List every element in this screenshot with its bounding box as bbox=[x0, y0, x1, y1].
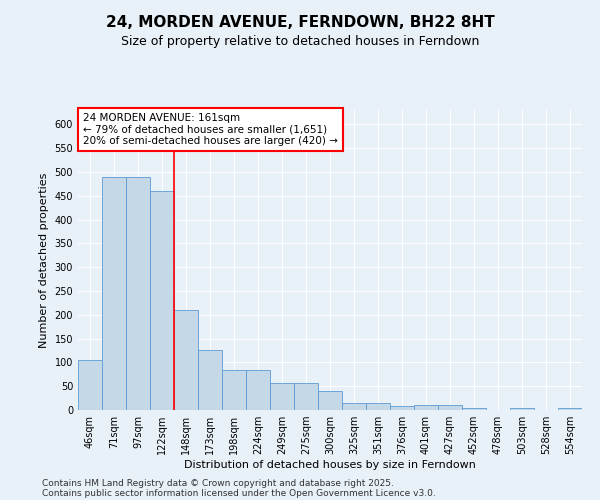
Bar bbox=[510, 408, 534, 410]
Bar bbox=[198, 350, 222, 410]
Text: Contains public sector information licensed under the Open Government Licence v3: Contains public sector information licen… bbox=[42, 488, 436, 498]
Bar bbox=[150, 191, 174, 410]
Y-axis label: Number of detached properties: Number of detached properties bbox=[39, 172, 49, 348]
Bar bbox=[222, 370, 246, 410]
Bar bbox=[366, 404, 390, 410]
Bar bbox=[462, 408, 486, 410]
Bar bbox=[390, 406, 414, 410]
Bar bbox=[126, 176, 150, 410]
Bar bbox=[246, 370, 270, 410]
Bar bbox=[558, 408, 582, 410]
Bar bbox=[102, 176, 126, 410]
Bar bbox=[414, 405, 438, 410]
Text: Contains HM Land Registry data © Crown copyright and database right 2025.: Contains HM Land Registry data © Crown c… bbox=[42, 478, 394, 488]
Bar bbox=[342, 404, 366, 410]
Bar bbox=[78, 360, 102, 410]
Text: 24, MORDEN AVENUE, FERNDOWN, BH22 8HT: 24, MORDEN AVENUE, FERNDOWN, BH22 8HT bbox=[106, 15, 494, 30]
X-axis label: Distribution of detached houses by size in Ferndown: Distribution of detached houses by size … bbox=[184, 460, 476, 470]
Bar bbox=[174, 310, 198, 410]
Text: Size of property relative to detached houses in Ferndown: Size of property relative to detached ho… bbox=[121, 35, 479, 48]
Bar bbox=[270, 383, 294, 410]
Bar bbox=[318, 391, 342, 410]
Bar bbox=[438, 405, 462, 410]
Text: 24 MORDEN AVENUE: 161sqm
← 79% of detached houses are smaller (1,651)
20% of sem: 24 MORDEN AVENUE: 161sqm ← 79% of detach… bbox=[83, 113, 338, 146]
Bar bbox=[294, 383, 318, 410]
